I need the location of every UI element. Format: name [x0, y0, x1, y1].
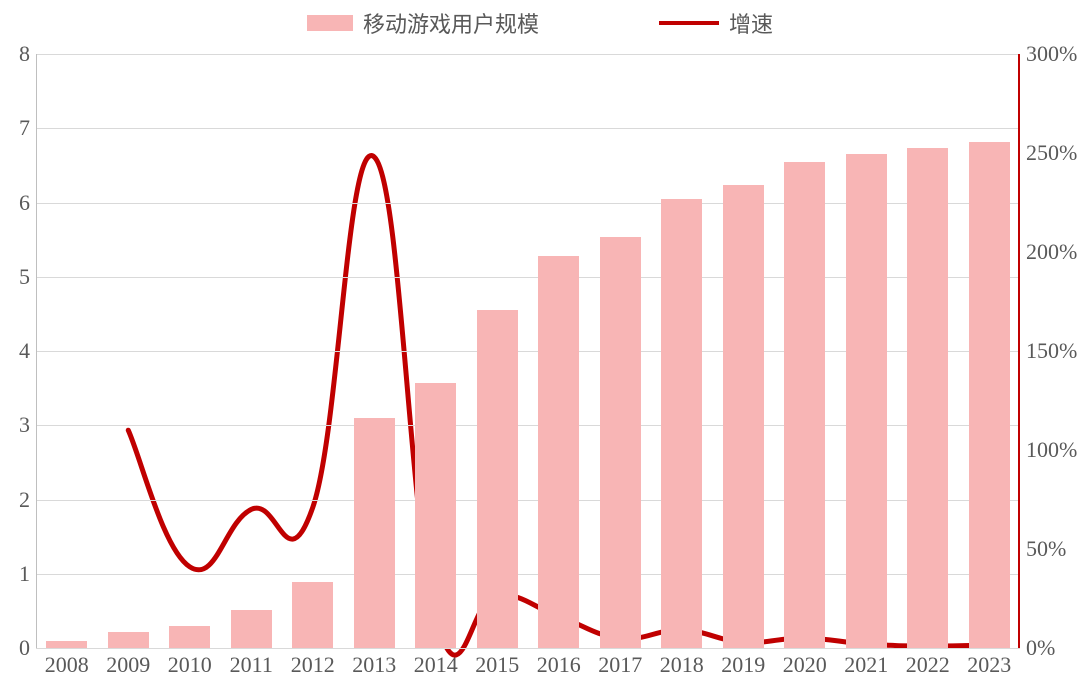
- y-right-tick: 250%: [1020, 142, 1077, 164]
- bar: [784, 162, 825, 648]
- legend-item-line: 增速: [659, 7, 773, 39]
- x-tick: 2012: [291, 648, 335, 676]
- bar: [46, 641, 87, 648]
- legend: 移动游戏用户规模 增速: [0, 6, 1080, 40]
- x-tick: 2016: [537, 648, 581, 676]
- gridline: [36, 128, 1020, 129]
- y-left-tick: 1: [19, 563, 36, 585]
- bar: [169, 626, 210, 648]
- bar: [415, 383, 456, 648]
- y-left-tick: 4: [19, 340, 36, 362]
- bar: [846, 154, 887, 649]
- legend-item-bar: 移动游戏用户规模: [307, 7, 539, 39]
- y-right-tick: 200%: [1020, 241, 1077, 263]
- axis-left-line: [36, 54, 37, 648]
- y-right-tick: 150%: [1020, 340, 1077, 362]
- y-right-tick: 100%: [1020, 439, 1077, 461]
- y-left-tick: 0: [19, 637, 36, 659]
- y-right-tick: 300%: [1020, 43, 1077, 65]
- x-tick: 2010: [168, 648, 212, 676]
- bar: [538, 256, 579, 648]
- bar: [661, 199, 702, 648]
- x-tick: 2017: [598, 648, 642, 676]
- y-right-tick: 0%: [1020, 637, 1055, 659]
- x-tick: 2023: [967, 648, 1011, 676]
- x-tick: 2021: [844, 648, 888, 676]
- legend-line-swatch: [659, 21, 719, 25]
- x-tick: 2020: [783, 648, 827, 676]
- x-tick: 2018: [660, 648, 704, 676]
- legend-bar-swatch: [307, 15, 353, 31]
- axis-right-line: [1018, 54, 1020, 648]
- bar: [723, 185, 764, 648]
- legend-line-label: 增速: [729, 7, 773, 39]
- x-tick: 2009: [106, 648, 150, 676]
- bar: [292, 582, 333, 648]
- bar: [108, 632, 149, 648]
- y-left-tick: 3: [19, 414, 36, 436]
- x-tick: 2015: [475, 648, 519, 676]
- bar: [354, 418, 395, 648]
- y-left-tick: 7: [19, 117, 36, 139]
- bar: [969, 142, 1010, 648]
- y-right-tick: 50%: [1020, 538, 1066, 560]
- x-tick: 2019: [721, 648, 765, 676]
- chart-container: 移动游戏用户规模 增速 0123456780%50%100%150%200%25…: [0, 0, 1080, 686]
- legend-bar-label: 移动游戏用户规模: [363, 7, 539, 39]
- x-tick: 2022: [906, 648, 950, 676]
- plot-area: 0123456780%50%100%150%200%250%300%200820…: [36, 54, 1020, 648]
- y-left-tick: 2: [19, 489, 36, 511]
- x-tick: 2014: [414, 648, 458, 676]
- bar: [907, 148, 948, 648]
- x-tick: 2008: [45, 648, 89, 676]
- bar: [477, 310, 518, 648]
- y-left-tick: 5: [19, 266, 36, 288]
- bar: [600, 237, 641, 648]
- y-left-tick: 6: [19, 192, 36, 214]
- gridline: [36, 54, 1020, 55]
- x-tick: 2013: [352, 648, 396, 676]
- bar: [231, 610, 272, 648]
- x-tick: 2011: [230, 648, 273, 676]
- y-left-tick: 8: [19, 43, 36, 65]
